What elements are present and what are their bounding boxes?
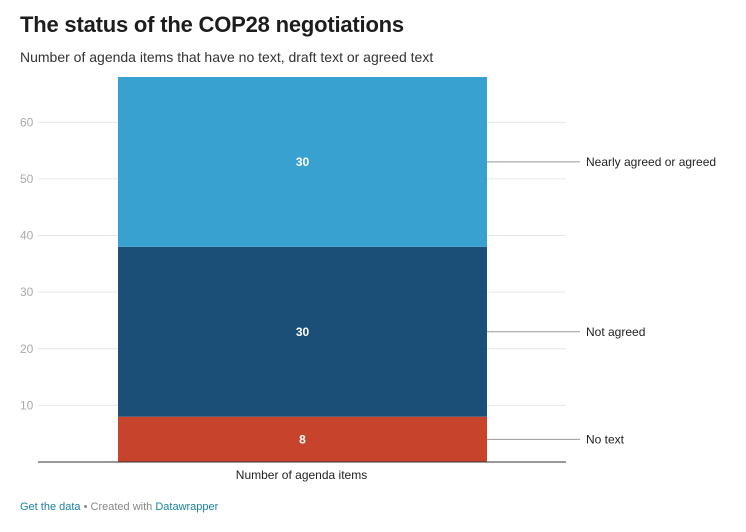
bar-segment-not-agreed [118, 246, 487, 417]
data-label: 8 [299, 432, 306, 446]
y-tick-label: 60 [20, 115, 34, 129]
series-label-no-text: No text [586, 432, 625, 446]
bar-segment-no-text [118, 416, 487, 462]
y-tick-label: 50 [20, 172, 34, 186]
y-tick-label: 20 [20, 342, 34, 356]
x-category-label: Number of agenda items [236, 468, 367, 482]
series-label-nearly-agreed-or-agreed: Nearly agreed or agreed [586, 155, 716, 169]
data-label: 30 [296, 325, 310, 339]
chart-title: The status of the COP28 negotiations [20, 12, 404, 37]
series-label-not-agreed: Not agreed [586, 325, 645, 339]
data-label: 30 [296, 155, 310, 169]
bar-segment-nearly-agreed-or-agreed [118, 77, 487, 247]
y-tick-label: 30 [20, 285, 34, 299]
y-tick-label: 10 [20, 398, 34, 412]
chart-footer: Get the data • Created with Datawrapper [20, 501, 218, 513]
chart-subtitle: Number of agenda items that have no text… [20, 49, 434, 65]
footer-separator: • Created with [80, 501, 156, 513]
y-tick-label: 40 [20, 229, 34, 243]
get-data-link[interactable]: Get the data [20, 501, 81, 513]
datawrapper-link[interactable]: Datawrapper [155, 501, 219, 513]
